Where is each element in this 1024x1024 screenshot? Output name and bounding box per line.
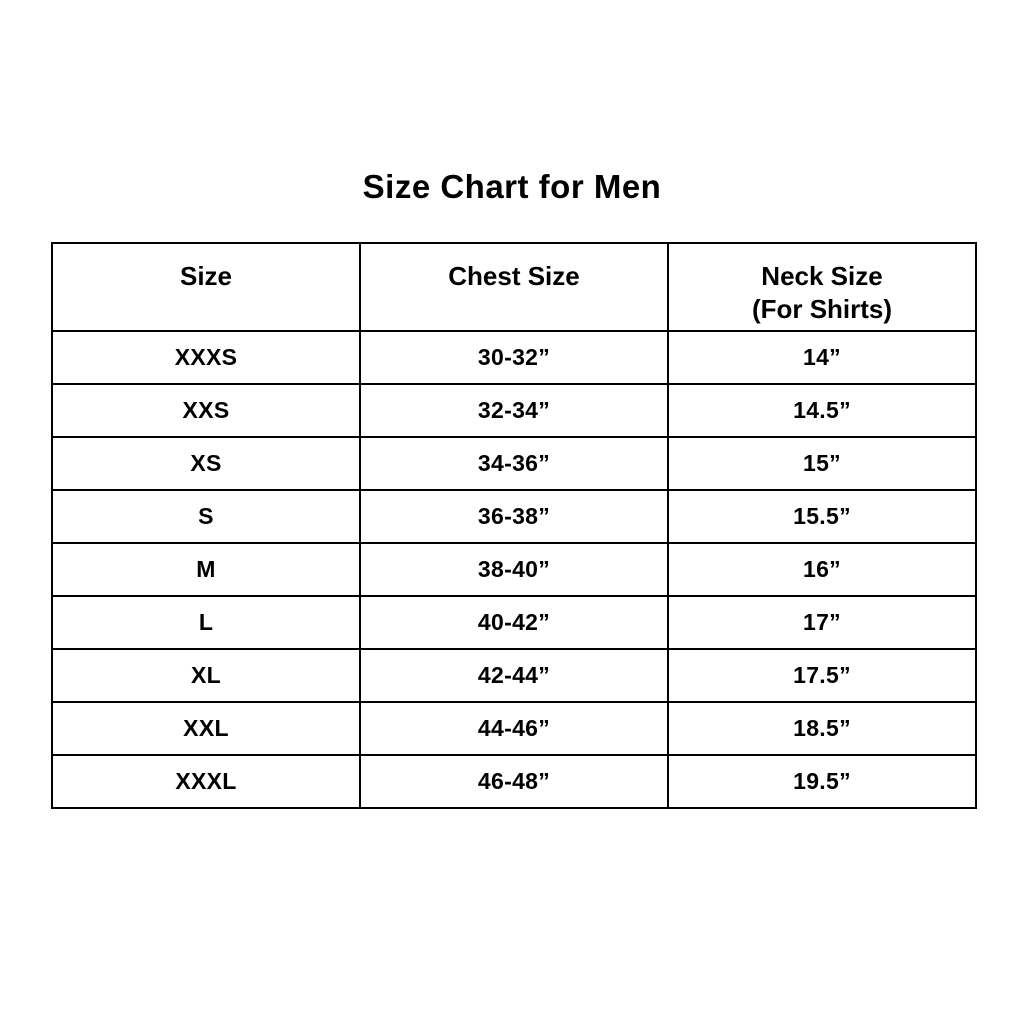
cell-size: XXS [51,383,361,438]
cell-chest: 30-32” [359,330,669,385]
table-header-row: Size Chest Size Neck Size (For Shirts) [51,242,977,332]
header-neck-size-sublabel: (For Shirts) [751,293,893,324]
header-chest-size-label: Chest Size [448,261,580,291]
table-row: L 40-42” 17” [51,595,977,650]
table-row: XXXS 30-32” 14” [51,330,977,385]
cell-size: XXXS [51,330,361,385]
cell-neck: 14.5” [667,383,977,438]
header-neck-size: Neck Size (For Shirts) [667,242,977,332]
cell-size: XXXL [51,754,361,809]
cell-size: S [51,489,361,544]
table-body: XXXS 30-32” 14” XXS 32-34” 14.5” XS 34-36” 15” S 3… [51,330,977,809]
cell-neck: 17” [667,595,977,650]
header-size: Size [51,242,361,332]
cell-size: XS [51,436,361,491]
page-title: Size Chart for Men [362,168,662,205]
table-row: S 36-38” 15.5” [51,489,977,544]
cell-neck: 15.5” [667,489,977,544]
cell-neck: 19.5” [667,754,977,809]
cell-size: M [51,542,361,597]
cell-chest: 34-36” [359,436,669,491]
cell-chest: 38-40” [359,542,669,597]
cell-neck: 15” [667,436,977,491]
cell-size: XL [51,648,361,703]
cell-size: L [51,595,361,650]
header-size-label: Size [179,261,233,291]
header-neck-size-label: Neck Size [761,261,883,291]
cell-neck: 18.5” [667,701,977,756]
cell-chest: 40-42” [359,595,669,650]
table-row: M 38-40” 16” [51,542,977,597]
header-chest-size: Chest Size [359,242,669,332]
cell-chest: 32-34” [359,383,669,438]
cell-chest: 44-46” [359,701,669,756]
cell-neck: 14” [667,330,977,385]
cell-chest: 46-48” [359,754,669,809]
cell-neck: 17.5” [667,648,977,703]
table-row: XS 34-36” 15” [51,436,977,491]
table-row: XXL 44-46” 18.5” [51,701,977,756]
table-row: XXXL 46-48” 19.5” [51,754,977,809]
table-row: XL 42-44” 17.5” [51,648,977,703]
size-table: Size Chest Size Neck Size (For Shirts) X… [51,242,977,809]
cell-size: XXL [51,701,361,756]
cell-neck: 16” [667,542,977,597]
cell-chest: 42-44” [359,648,669,703]
cell-chest: 36-38” [359,489,669,544]
table-row: XXS 32-34” 14.5” [51,383,977,438]
